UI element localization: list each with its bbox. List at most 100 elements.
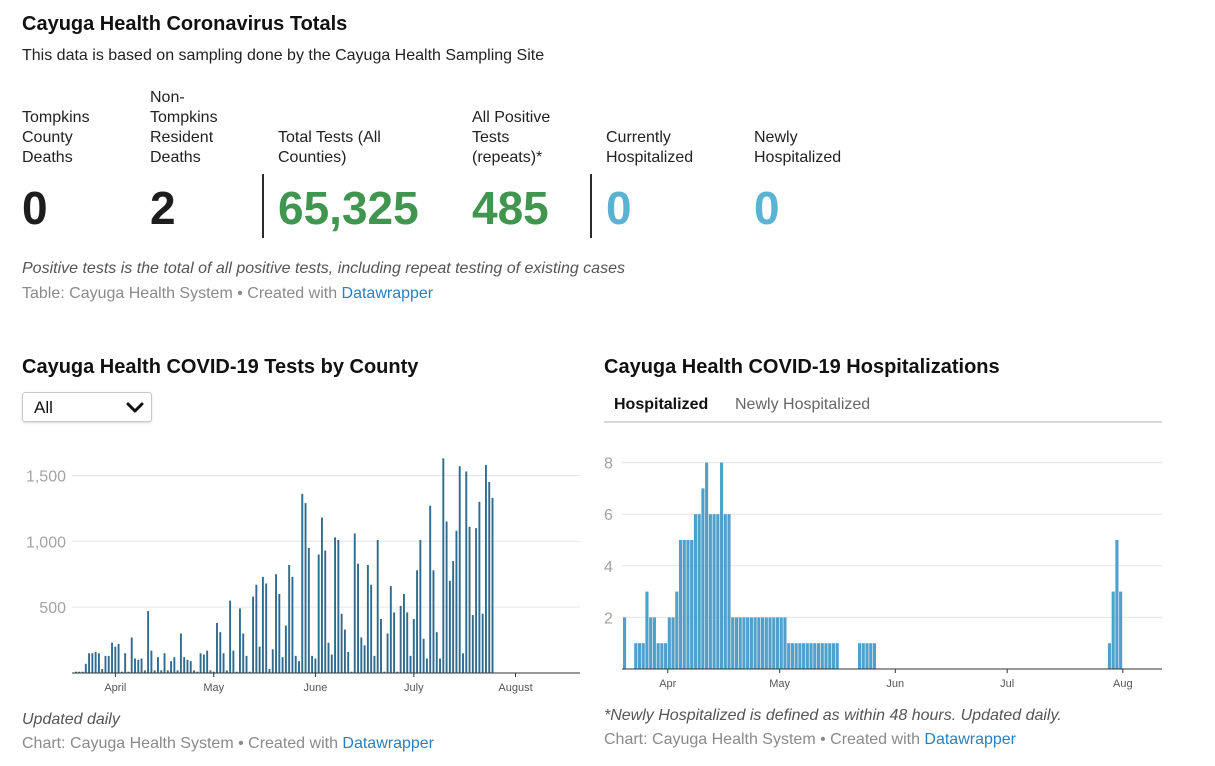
bar: [794, 643, 798, 669]
bar: [281, 657, 284, 673]
bar: [485, 464, 487, 673]
bar: [439, 658, 441, 673]
bar: [252, 596, 255, 673]
bar: [488, 482, 491, 673]
bar: [790, 643, 794, 669]
datawrapper-link[interactable]: Datawrapper: [341, 285, 434, 302]
bar: [727, 514, 731, 669]
bar: [686, 540, 690, 669]
datawrapper-link[interactable]: Datawrapper: [342, 735, 435, 752]
bar: [212, 671, 215, 673]
bar: [134, 658, 136, 673]
datawrapper-link[interactable]: Datawrapper: [924, 731, 1017, 748]
stat-label: Currently Hospitalized: [606, 128, 693, 168]
bar: [409, 655, 412, 673]
bar: [416, 570, 419, 673]
bar: [772, 617, 776, 669]
bar: [708, 514, 712, 669]
bar: [176, 670, 179, 673]
bar: [442, 458, 445, 673]
bar: [820, 643, 824, 669]
tab-newly-hospitalized[interactable]: Newly Hospitalized: [735, 396, 871, 413]
bar: [334, 537, 337, 673]
bar: [353, 533, 356, 673]
bar: [160, 670, 163, 673]
bar: [275, 574, 277, 673]
bar: [455, 530, 458, 673]
stat-label-line: Resident: [150, 129, 214, 146]
bar: [150, 650, 153, 673]
bar: [857, 643, 862, 669]
bar: [764, 617, 768, 669]
bar: [265, 583, 268, 673]
y-tick-label: 2: [604, 610, 613, 627]
stat-value: 65,325: [278, 182, 419, 234]
stat-label-line: Tompkins: [22, 109, 90, 126]
bar: [111, 642, 113, 673]
stat-value: 0: [754, 182, 780, 234]
bar: [465, 471, 468, 673]
hosp-chart-credit: Chart: Cayuga Health System • Created wi…: [604, 731, 1016, 749]
bar: [340, 613, 343, 673]
bar: [701, 488, 705, 669]
bar: [324, 550, 327, 673]
hosp-chart-title: Cayuga Health COVID-19 Hospitalizations: [604, 356, 1000, 378]
bar: [475, 528, 478, 673]
table-subtitle: This data is based on sampling done by t…: [22, 47, 545, 64]
bar: [383, 671, 386, 673]
bar: [749, 617, 753, 669]
stat-label-line: Tompkins: [150, 109, 218, 126]
bar: [705, 462, 709, 669]
x-tick-label: Jun: [886, 678, 904, 690]
bar: [288, 565, 291, 673]
hosp-tabs: Hospitalized Newly Hospitalized: [604, 394, 1162, 423]
bar: [206, 650, 209, 673]
tab-hospitalized[interactable]: Hospitalized: [614, 396, 709, 413]
bar: [271, 649, 274, 673]
bar: [675, 591, 679, 669]
bar: [419, 539, 422, 673]
bar: [91, 653, 94, 673]
bar: [422, 638, 425, 673]
county-select[interactable]: All: [22, 392, 152, 422]
stat-label-line: Non-: [150, 89, 185, 106]
bar: [183, 657, 186, 673]
x-tick-label: May: [203, 682, 224, 694]
bar: [298, 661, 300, 673]
bar: [173, 657, 176, 673]
bar: [403, 593, 405, 673]
bar: [373, 655, 376, 673]
bar: [157, 657, 159, 673]
bar: [193, 670, 195, 673]
bar: [425, 658, 428, 673]
bar: [742, 617, 746, 669]
x-tick-label: May: [769, 678, 790, 690]
bar: [690, 540, 694, 669]
bar: [229, 600, 232, 673]
y-tick-label: 8: [604, 456, 613, 473]
bar: [101, 669, 104, 673]
bar: [779, 617, 783, 669]
bar: [731, 617, 735, 669]
chevron-down-icon: [126, 402, 144, 413]
bar: [130, 637, 133, 673]
bar: [738, 617, 742, 669]
stat-value: 485: [472, 182, 549, 234]
bar: [435, 632, 438, 673]
bar: [775, 617, 780, 669]
bar: [761, 617, 765, 669]
bar: [716, 514, 720, 669]
bar: [712, 514, 716, 669]
bar: [865, 643, 869, 669]
bar: [432, 570, 435, 673]
bar: [75, 671, 77, 673]
bar: [202, 654, 205, 673]
bar: [189, 661, 192, 673]
bar: [209, 670, 212, 673]
bar: [347, 651, 350, 673]
stat-label-line: All Positive: [472, 109, 551, 126]
stat-label: Newly Hospitalized: [754, 128, 841, 168]
bar: [828, 643, 832, 669]
bar: [458, 466, 461, 673]
bar: [746, 617, 750, 669]
